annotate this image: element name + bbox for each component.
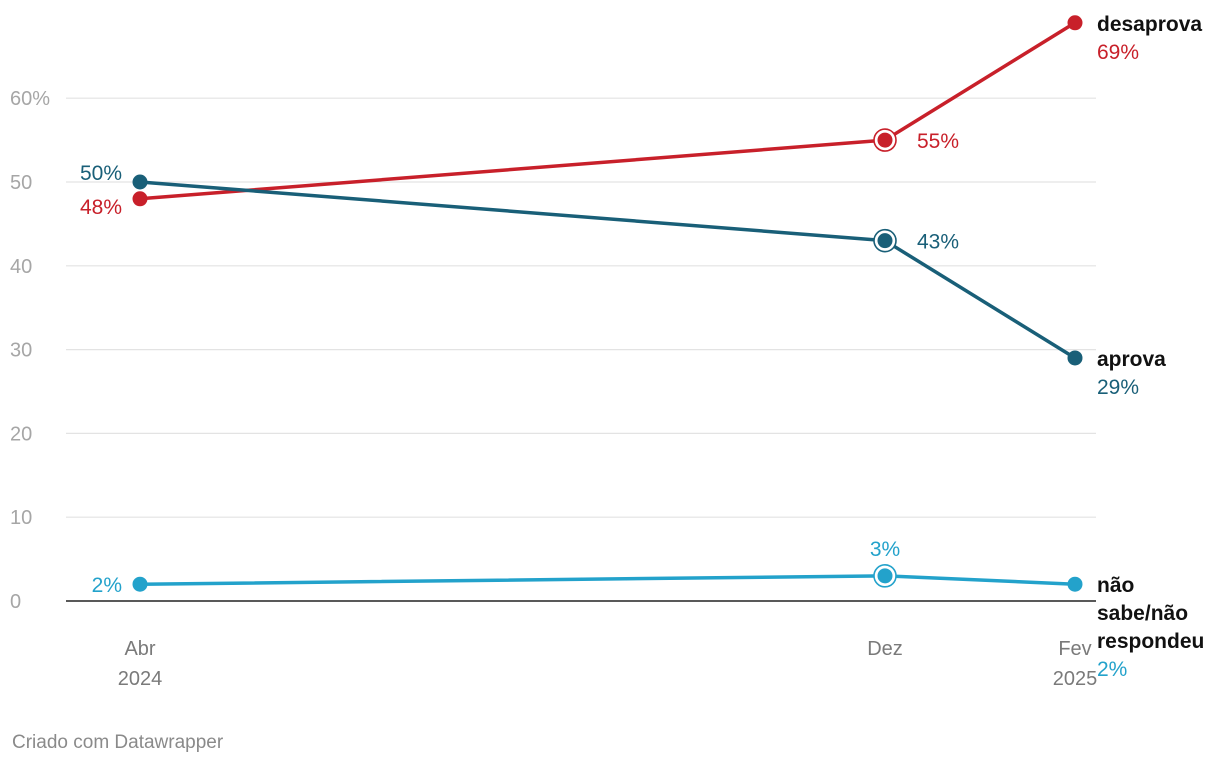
data-point bbox=[1067, 350, 1083, 366]
y-tick-label: 0 bbox=[10, 591, 21, 613]
y-tick-label: 50 bbox=[10, 172, 32, 194]
data-value-label: 69% bbox=[1097, 41, 1139, 64]
y-tick-label: 60% bbox=[10, 88, 50, 110]
series-name-label: não bbox=[1097, 574, 1134, 597]
x-tick-label: Fev bbox=[1058, 638, 1091, 660]
data-point bbox=[877, 233, 893, 249]
x-tick-label: Abr bbox=[124, 638, 155, 660]
data-point bbox=[132, 174, 148, 190]
series-labels: 48% 55% 69% 50% 43% 29% 2% 3% 2% desaprova aprova n… bbox=[80, 13, 1204, 681]
series-line bbox=[139, 180, 1076, 360]
data-value-label: 29% bbox=[1097, 376, 1139, 399]
series-name-label: respondeu bbox=[1097, 630, 1204, 653]
data-value-label: 55% bbox=[917, 130, 959, 153]
x-axis-ticks: Abr 2024 Dez Fev 2025 bbox=[118, 638, 1098, 690]
series-line bbox=[139, 574, 1076, 586]
data-point bbox=[877, 568, 893, 584]
y-tick-label: 10 bbox=[10, 507, 32, 529]
x-tick-year-label: 2024 bbox=[118, 668, 163, 690]
x-tick-label: Dez bbox=[867, 638, 903, 660]
data-value-label: 43% bbox=[917, 231, 959, 254]
data-value-label: 48% bbox=[80, 196, 122, 219]
y-axis-ticks: 0 10 20 30 40 50 60% bbox=[10, 88, 50, 613]
data-value-label: 2% bbox=[92, 574, 122, 597]
data-point bbox=[1067, 576, 1083, 592]
series-line bbox=[139, 21, 1076, 201]
gridlines bbox=[66, 97, 1096, 602]
x-tick-year-label: 2025 bbox=[1053, 668, 1098, 690]
series-name-label: aprova bbox=[1097, 348, 1166, 371]
data-value-label: 50% bbox=[80, 162, 122, 185]
data-value-label: 2% bbox=[1097, 658, 1127, 681]
y-tick-label: 20 bbox=[10, 423, 32, 445]
series-lines bbox=[139, 21, 1076, 586]
series-points bbox=[132, 15, 1083, 592]
y-tick-label: 30 bbox=[10, 340, 32, 362]
line-chart: 0 10 20 30 40 50 60% Abr 2024 Dez Fev 2025 48% 55% 6… bbox=[10, 13, 1204, 690]
data-point bbox=[132, 191, 148, 207]
y-tick-label: 40 bbox=[10, 256, 32, 278]
footer-credit: Criado com Datawrapper bbox=[12, 732, 224, 753]
series-name-label: desaprova bbox=[1097, 13, 1202, 36]
data-point bbox=[877, 132, 893, 148]
data-value-label: 3% bbox=[870, 538, 900, 561]
series-name-label: sabe/não bbox=[1097, 602, 1188, 625]
data-point bbox=[1067, 15, 1083, 31]
data-point bbox=[132, 576, 148, 592]
